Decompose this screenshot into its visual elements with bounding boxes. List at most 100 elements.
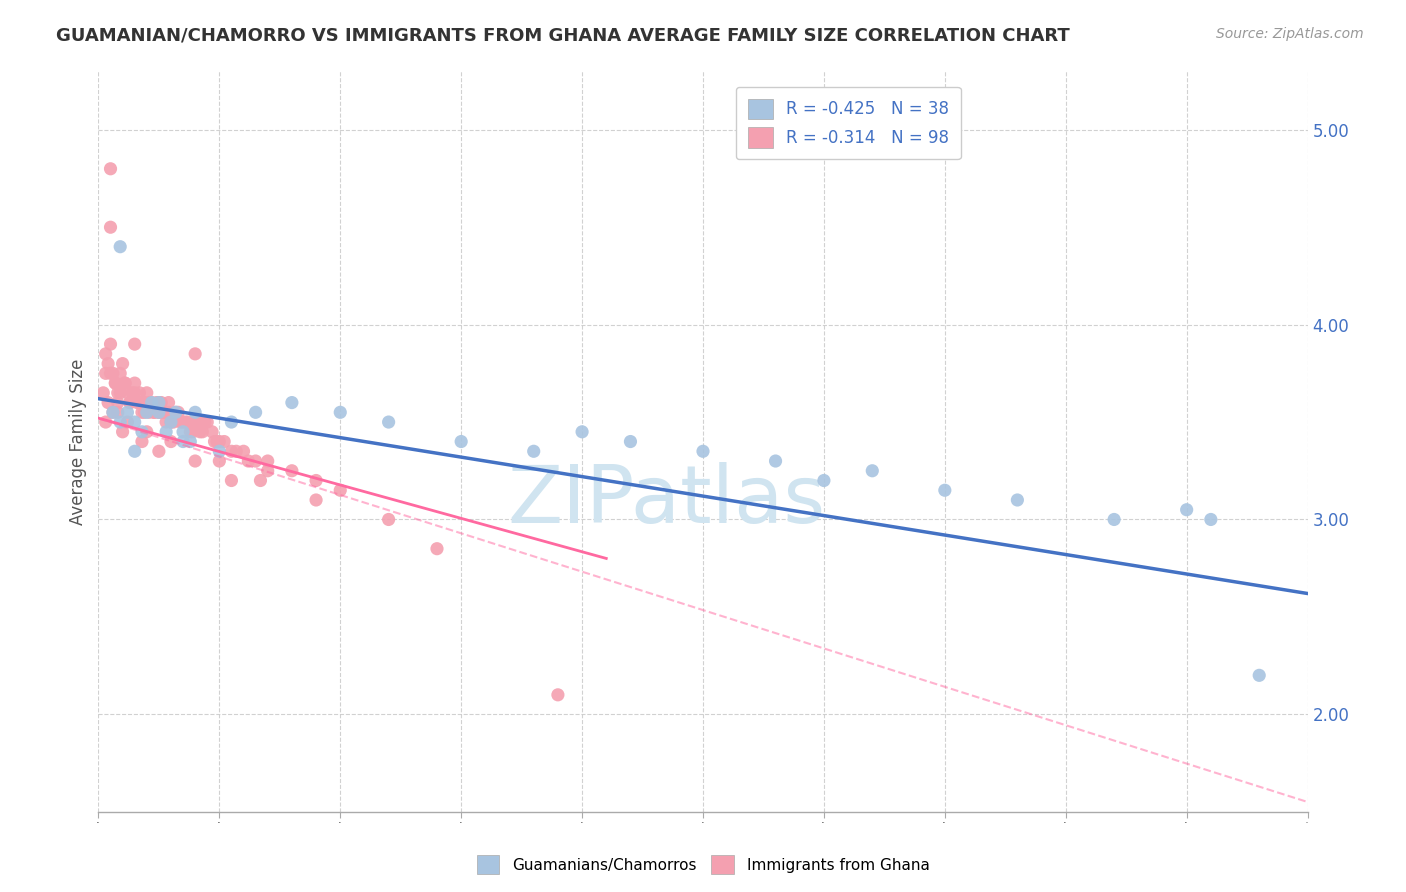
Point [174,415,197,429]
Point [141,395,163,409]
Point [249,474,271,488]
Point [162,415,184,429]
Point [117,415,139,429]
Point [1102,512,1125,526]
Point [155,425,177,439]
Point [329,405,352,419]
Point [172,425,194,439]
Point [184,415,207,429]
Point [225,444,247,458]
Point [94,347,117,361]
Point [1007,493,1029,508]
Point [148,405,170,419]
Point [138,395,160,409]
Point [184,454,207,468]
Point [221,474,243,488]
Point [97,395,120,409]
Point [169,415,191,429]
Point [208,444,231,458]
Point [143,405,166,419]
Point [160,415,183,429]
Point [212,434,235,449]
Point [450,434,472,449]
Point [179,425,201,439]
Point [184,347,207,361]
Point [172,434,194,449]
Point [157,395,180,409]
Point [124,385,146,400]
Point [692,444,714,458]
Point [114,376,136,390]
Point [107,385,129,400]
Point [148,405,170,419]
Point [208,434,231,449]
Legend: Guamanians/Chamorros, Immigrants from Ghana: Guamanians/Chamorros, Immigrants from Gh… [471,849,935,880]
Point [238,454,260,468]
Point [426,541,449,556]
Point [148,395,170,409]
Point [305,474,328,488]
Point [138,405,160,419]
Point [204,434,226,449]
Point [547,688,569,702]
Point [131,434,153,449]
Point [256,464,278,478]
Point [1199,512,1222,526]
Point [205,434,228,449]
Point [117,385,139,400]
Point [167,405,190,419]
Point [94,367,117,381]
Point [104,376,127,390]
Point [619,434,641,449]
Point [148,395,170,409]
Point [184,405,207,419]
Point [107,395,129,409]
Point [104,376,127,390]
Point [232,444,254,458]
Point [134,405,156,419]
Point [152,405,174,419]
Point [111,357,134,371]
Point [245,405,267,419]
Point [1175,502,1198,516]
Point [194,415,217,429]
Point [281,395,304,409]
Point [160,434,183,449]
Point [143,405,166,419]
Point [121,385,143,400]
Point [100,220,122,235]
Point [100,367,122,381]
Point [108,240,131,254]
Point [108,415,131,429]
Point [165,405,187,419]
Legend: R = -0.425   N = 38, R = -0.314   N = 98: R = -0.425 N = 38, R = -0.314 N = 98 [735,87,960,160]
Point [101,405,124,419]
Point [134,395,156,409]
Point [131,405,153,419]
Point [523,444,546,458]
Point [377,512,399,526]
Point [305,493,328,508]
Point [281,464,304,478]
Point [148,444,170,458]
Point [1249,668,1271,682]
Point [221,415,243,429]
Point [765,454,787,468]
Point [201,425,224,439]
Point [195,415,218,429]
Point [155,415,177,429]
Point [124,415,146,429]
Point [108,367,131,381]
Text: GUAMANIAN/CHAMORRO VS IMMIGRANTS FROM GHANA AVERAGE FAMILY SIZE CORRELATION CHAR: GUAMANIAN/CHAMORRO VS IMMIGRANTS FROM GH… [56,27,1070,45]
Point [100,161,122,176]
Point [111,425,134,439]
Point [191,425,214,439]
Point [135,405,157,419]
Point [97,357,120,371]
Point [124,444,146,458]
Text: Source: ZipAtlas.com: Source: ZipAtlas.com [1216,27,1364,41]
Point [94,415,117,429]
Point [114,376,136,390]
Point [160,415,183,429]
Point [145,395,167,409]
